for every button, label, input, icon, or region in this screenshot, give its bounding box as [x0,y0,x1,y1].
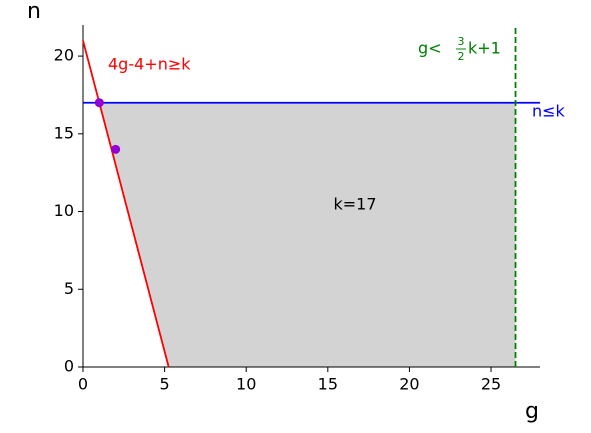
y-tick-label: 15 [54,123,74,142]
point [111,144,121,154]
constraint-label: 4g-4+n≥k [108,55,191,74]
feasible-region [99,102,516,368]
x-tick-label: 10 [236,375,256,394]
constraint-line [82,40,170,368]
x-tick-label: 20 [399,375,419,394]
y-tick-label: 5 [64,279,74,298]
region-label: k=17 [333,195,376,214]
label-numerator: 3 [458,35,465,48]
label-suffix: k+1 [468,39,501,58]
point [94,98,104,108]
y-tick-label: 0 [64,357,74,376]
y-tick-label: 20 [54,46,74,65]
label-prefix: g< [418,39,442,58]
constraint-label: n≤k [532,102,566,121]
x-tick-label: 5 [160,375,170,394]
x-tick-label: 25 [481,375,501,394]
label-denominator: 2 [458,50,465,63]
constraint-label: g< 3 2 k+1 [418,35,501,63]
x-tick-label: 0 [78,375,88,394]
x-tick-label: 15 [318,375,338,394]
y-tick-label: 10 [54,201,74,220]
y-axis-label: n [27,0,41,24]
x-axis-label: g [525,399,539,424]
